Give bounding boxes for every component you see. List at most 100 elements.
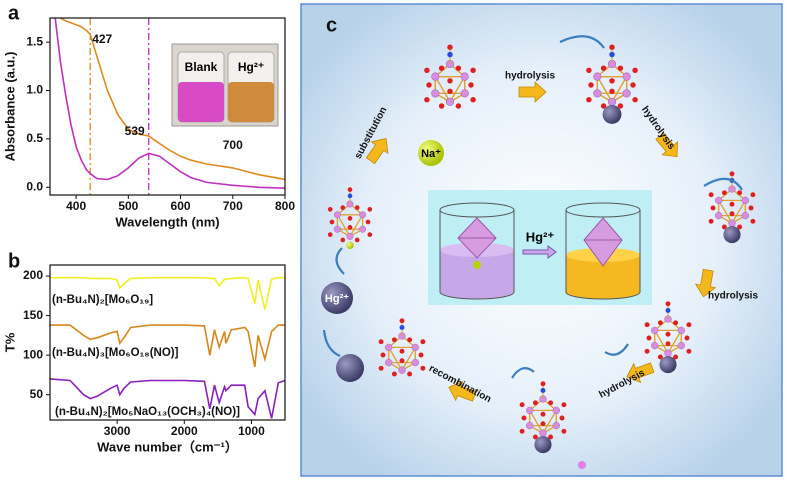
o-atom	[426, 82, 432, 88]
o-atom	[447, 44, 453, 50]
curved-arrow	[703, 177, 743, 191]
y-tick-label: 100	[23, 347, 43, 361]
x-tick-label: 800	[275, 199, 295, 213]
o-atom	[532, 434, 538, 440]
mo-atom	[460, 89, 469, 98]
mo-atom	[677, 341, 685, 350]
o-atom	[329, 219, 335, 225]
o-atom	[470, 67, 476, 74]
series-line	[50, 324, 285, 368]
mo-atom	[359, 225, 367, 233]
o-atom	[407, 371, 413, 377]
mo-atom	[741, 211, 749, 220]
o-atom	[609, 44, 615, 50]
x-tick-label: 500	[118, 199, 138, 213]
peak-label: 539	[125, 124, 145, 138]
o-atom	[673, 320, 679, 326]
o-atom	[354, 205, 360, 210]
mo-atom	[552, 421, 560, 430]
step-arrow	[655, 132, 679, 158]
mo-atom	[607, 97, 617, 106]
o-atom	[721, 224, 727, 230]
o-atom	[407, 337, 413, 343]
panel-label: c	[326, 14, 337, 36]
o-atom	[391, 371, 397, 377]
step-arrow	[518, 81, 547, 103]
y-tick-label: 1.0	[26, 83, 43, 97]
o-atom	[644, 322, 650, 328]
o-atom	[708, 218, 714, 224]
mo-atom	[651, 341, 659, 350]
o-atom	[468, 82, 474, 88]
o-atom	[586, 96, 592, 103]
o-atom	[559, 415, 565, 421]
cluster	[424, 44, 476, 109]
bond	[388, 347, 403, 371]
curved-arrow	[511, 367, 535, 379]
o-atom	[540, 421, 546, 427]
y-tick-label: 150	[23, 308, 43, 322]
bond	[718, 200, 733, 224]
mo-atom	[677, 326, 685, 335]
series-line	[50, 378, 285, 419]
o-atom	[617, 103, 624, 109]
o-atom	[455, 103, 462, 109]
cluster	[708, 171, 756, 244]
bond	[349, 214, 364, 237]
o-atom	[521, 415, 527, 421]
mo-atom	[346, 232, 354, 240]
o-atom	[665, 341, 671, 347]
o-atom	[519, 402, 525, 408]
n-atom	[447, 51, 453, 58]
cluster	[519, 381, 567, 454]
o-atom	[470, 96, 476, 103]
o-atom	[540, 411, 546, 417]
cluster	[327, 187, 373, 249]
step-label: hydrolysis	[708, 291, 758, 302]
center-label: Hg²⁺	[526, 229, 555, 244]
o-atom	[548, 434, 554, 440]
o-atom	[750, 218, 756, 224]
mo-atom	[664, 349, 672, 357]
bond	[596, 76, 613, 103]
mo-atom	[715, 196, 723, 205]
o-atom	[737, 224, 743, 230]
o-atom	[540, 381, 546, 387]
o-atom	[646, 335, 652, 341]
mo-atom	[728, 219, 736, 227]
mo-atom	[411, 358, 419, 367]
o-atom	[424, 96, 430, 103]
mo-atom	[333, 225, 341, 233]
hg-atom	[602, 104, 622, 124]
mo-atom	[526, 406, 534, 415]
o-atom	[399, 318, 405, 324]
curved-arrow	[335, 247, 345, 275]
y-axis-label: T%	[2, 332, 17, 352]
o-atom	[438, 103, 445, 109]
series-label: (n-Bu₄N)₂[Mo₅NaO₁₃(OCH₃)₄(NO)]	[55, 406, 240, 418]
step-arrow	[448, 380, 477, 402]
o-atom	[609, 78, 615, 84]
mo-atom	[431, 72, 440, 81]
cluster	[644, 301, 692, 374]
step-arrow	[365, 138, 389, 165]
mo-atom	[385, 358, 393, 367]
o-atom	[327, 232, 333, 237]
bond	[449, 76, 466, 103]
series-line	[54, 18, 285, 189]
series-label: (n-Bu₄N)₂[Mo₆O₁₉]	[52, 294, 153, 306]
o-atom	[519, 428, 525, 434]
o-atom	[354, 237, 360, 243]
o-atom	[665, 331, 671, 337]
x-tick-label: 700	[223, 199, 243, 213]
o-atom	[447, 78, 453, 84]
na-ion	[418, 140, 444, 166]
o-atom	[347, 225, 353, 230]
o-atom	[632, 96, 638, 103]
ion-label: Na⁺	[421, 148, 441, 160]
o-atom	[600, 65, 607, 71]
step-arrow	[694, 268, 717, 298]
o-atom	[418, 352, 424, 358]
bond	[529, 410, 544, 434]
